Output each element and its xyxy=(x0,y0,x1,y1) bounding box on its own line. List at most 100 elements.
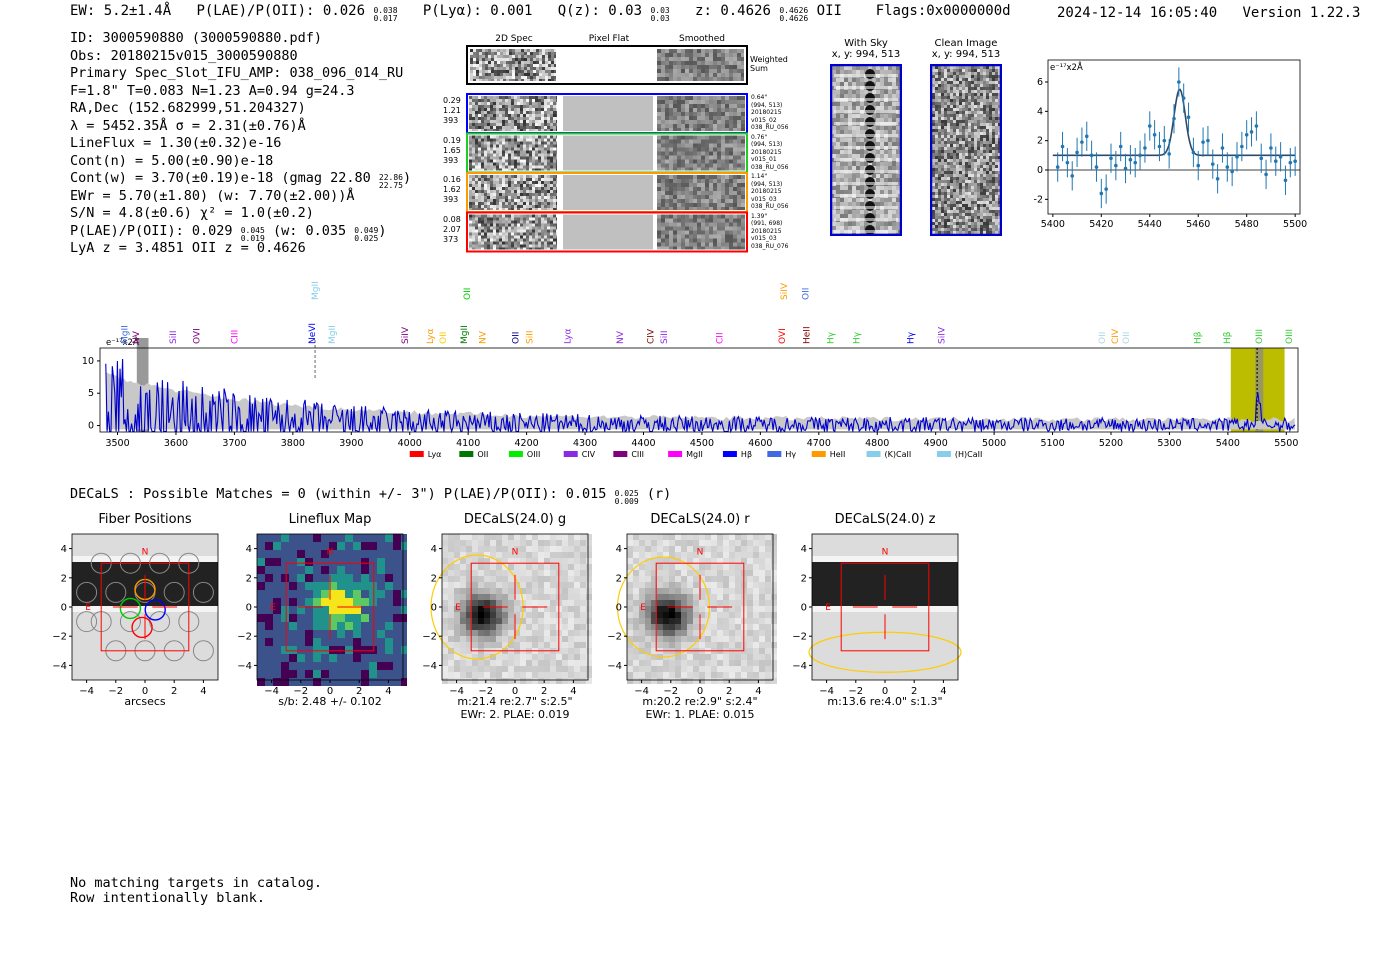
zoom-point xyxy=(1191,150,1196,155)
cutout-content: N E −4 −4 −2 −2 0 0 2 2 4 4 xyxy=(792,533,962,697)
zoom-point xyxy=(1109,156,1113,161)
right-label-line: v015_03 xyxy=(751,195,777,203)
fiber-circle-highlight xyxy=(131,616,153,639)
zoom-xtick-label: 5460 xyxy=(1186,219,1210,230)
zoom-point xyxy=(1118,144,1123,149)
cutout-caption-3: m:20.2 re:2.9" s:2.4" EWr: 1. PLAE: 0.015 xyxy=(607,695,793,721)
zoom-point xyxy=(1157,144,1162,149)
cutout-ytick-label: 4 xyxy=(431,544,437,555)
emission-line-label: MgII xyxy=(328,325,338,344)
fiber-circle xyxy=(105,581,127,603)
zoom-point xyxy=(1104,187,1108,191)
zoom-point xyxy=(1114,163,1118,168)
col-title-pixelflat: Pixel Flat xyxy=(588,34,630,44)
z-range: 0.4626 0.4626 xyxy=(779,6,809,23)
cutout-xtick-label: 2 xyxy=(726,686,732,697)
legend-swatch xyxy=(613,451,628,457)
cutout-xtick-label: 0 xyxy=(512,686,518,697)
emission-line-label: CII xyxy=(715,332,725,344)
emission-line-label: OIII xyxy=(1285,329,1295,344)
line-window-center xyxy=(1255,348,1264,432)
full-xtick-label: 4800 xyxy=(865,438,889,449)
legend-swatch xyxy=(722,451,737,457)
spec2d-right-label-0: 0.64" (994, 513) 20180215 v015_02 038_RU_056 xyxy=(751,94,801,132)
zoom-xtick-label: 5420 xyxy=(1089,219,1113,230)
spec2d-row-0 xyxy=(469,96,557,131)
zoom-point xyxy=(1055,165,1060,169)
cutout-image-2: N E −4 −4 −2 −2 0 0 2 2 4 4 xyxy=(422,533,592,697)
noise-envelope xyxy=(105,372,1296,430)
clean-noise xyxy=(932,66,1000,234)
cutout-xtick-label: −2 xyxy=(293,686,308,697)
cutout-title-1: Lineflux Map xyxy=(288,512,372,527)
cutout-caption-line-1: s/b: 2.48 +/- 0.102 xyxy=(278,695,382,708)
full-xtick-label: 3600 xyxy=(164,438,188,449)
cutout-ytick-label: 2 xyxy=(801,573,807,584)
full-xtick-label: 4600 xyxy=(748,438,772,449)
cutout-xtick-label: −2 xyxy=(663,686,678,697)
zoom-point xyxy=(1186,115,1191,119)
legend-swatch xyxy=(508,451,523,457)
emission-line-label: OII xyxy=(1122,332,1132,344)
fiber-circle xyxy=(192,640,214,662)
right-label-line: 20180215 xyxy=(751,148,782,156)
zoom-point xyxy=(1060,144,1065,149)
right-label-line: 0.64" xyxy=(751,94,768,101)
spec2d-right-label-1: 0.76" (994, 513) 20180215 v015_01 038_RU_056 xyxy=(751,134,801,172)
right-label-line: v015_02 xyxy=(751,116,777,124)
full-xtick-label: 5100 xyxy=(1040,438,1064,449)
aperture-box xyxy=(840,562,930,652)
emission-line-label: NV xyxy=(132,330,142,344)
spec2d-right-label-2: 1.14" (994, 513) 20180215 v015_03 038_RU_056 xyxy=(751,173,801,211)
left-label-line: 373 xyxy=(443,234,459,244)
legend-swatch xyxy=(459,451,474,457)
full-xtick-label: 3500 xyxy=(105,438,129,449)
header-datetime-version: 2024-12-14 16:05:40 Version 1.22.3 xyxy=(1057,5,1360,21)
smoothed-row-0 xyxy=(657,96,745,131)
north-label: N xyxy=(697,547,704,557)
zoom-ytick-label: 4 xyxy=(1037,106,1043,117)
legend-swatch xyxy=(936,451,951,457)
cutout-caption-line-1: arcsecs xyxy=(124,695,166,708)
zoom-point xyxy=(1143,146,1147,150)
fiber-circle-highlight xyxy=(144,599,166,621)
aperture-box xyxy=(655,562,745,652)
full-unit-label: e⁻¹⁷x2Å xyxy=(106,336,139,348)
emission-line-label: OII xyxy=(511,332,521,344)
legend-label: Lyα xyxy=(428,450,442,459)
weighted-smoothed xyxy=(657,49,744,81)
cutout-caption-line-1: m:13.6 re:4.0" s:1.3" xyxy=(827,695,943,708)
zoom-point xyxy=(1206,138,1210,143)
right-label-line: v015_01 xyxy=(751,156,777,163)
emission-line-label: SiII xyxy=(169,330,179,344)
zoom-axes xyxy=(1047,59,1301,215)
emission-line-label: SiIV xyxy=(937,326,947,344)
spec2d-right-label-3: 1.39" (991, 698) 20180215 v015_03 038_RU_076 xyxy=(751,213,801,251)
full-xtick-label: 4100 xyxy=(456,438,480,449)
cutout-ytick-label: 0 xyxy=(616,603,622,614)
full-xtick-label: 4000 xyxy=(398,438,422,449)
zoom-unit-label: e⁻¹⁷x2Å xyxy=(1050,61,1083,73)
cutout-content: N E −4 −4 −2 −2 0 0 2 2 4 4 xyxy=(607,533,777,697)
zoom-point xyxy=(1278,155,1283,159)
fiber-circle xyxy=(76,611,98,633)
zoom-point xyxy=(1152,133,1157,137)
info-ewr: EWr = 5.70(±1.80) (w: 7.70(±2.00))Å xyxy=(70,187,355,204)
north-label: N xyxy=(882,547,889,557)
east-label: E xyxy=(455,603,461,613)
clean-image-title: Clean Image x, y: 994, 513 xyxy=(931,38,1001,60)
cutout-caption-1: s/b: 2.48 +/- 0.102 xyxy=(237,695,423,708)
left-label-line: 0.08 xyxy=(443,214,461,224)
zoom-point xyxy=(1244,133,1249,137)
emission-line-label: CIII xyxy=(230,330,240,344)
cutout-ytick-label: 0 xyxy=(246,603,252,614)
emission-line-label: CIV xyxy=(646,328,656,344)
pixelflat-row-3 xyxy=(563,214,653,250)
cutout-xtick-label: −2 xyxy=(108,686,123,697)
left-label-line: 0.29 xyxy=(443,96,461,105)
cutout-ytick-label: 4 xyxy=(246,544,252,555)
cutout-ytick-label: −4 xyxy=(607,661,622,672)
cutout-ytick-label: −2 xyxy=(237,632,252,643)
left-label-line: 393 xyxy=(443,195,459,204)
cutout-xtick-label: −4 xyxy=(264,686,279,697)
